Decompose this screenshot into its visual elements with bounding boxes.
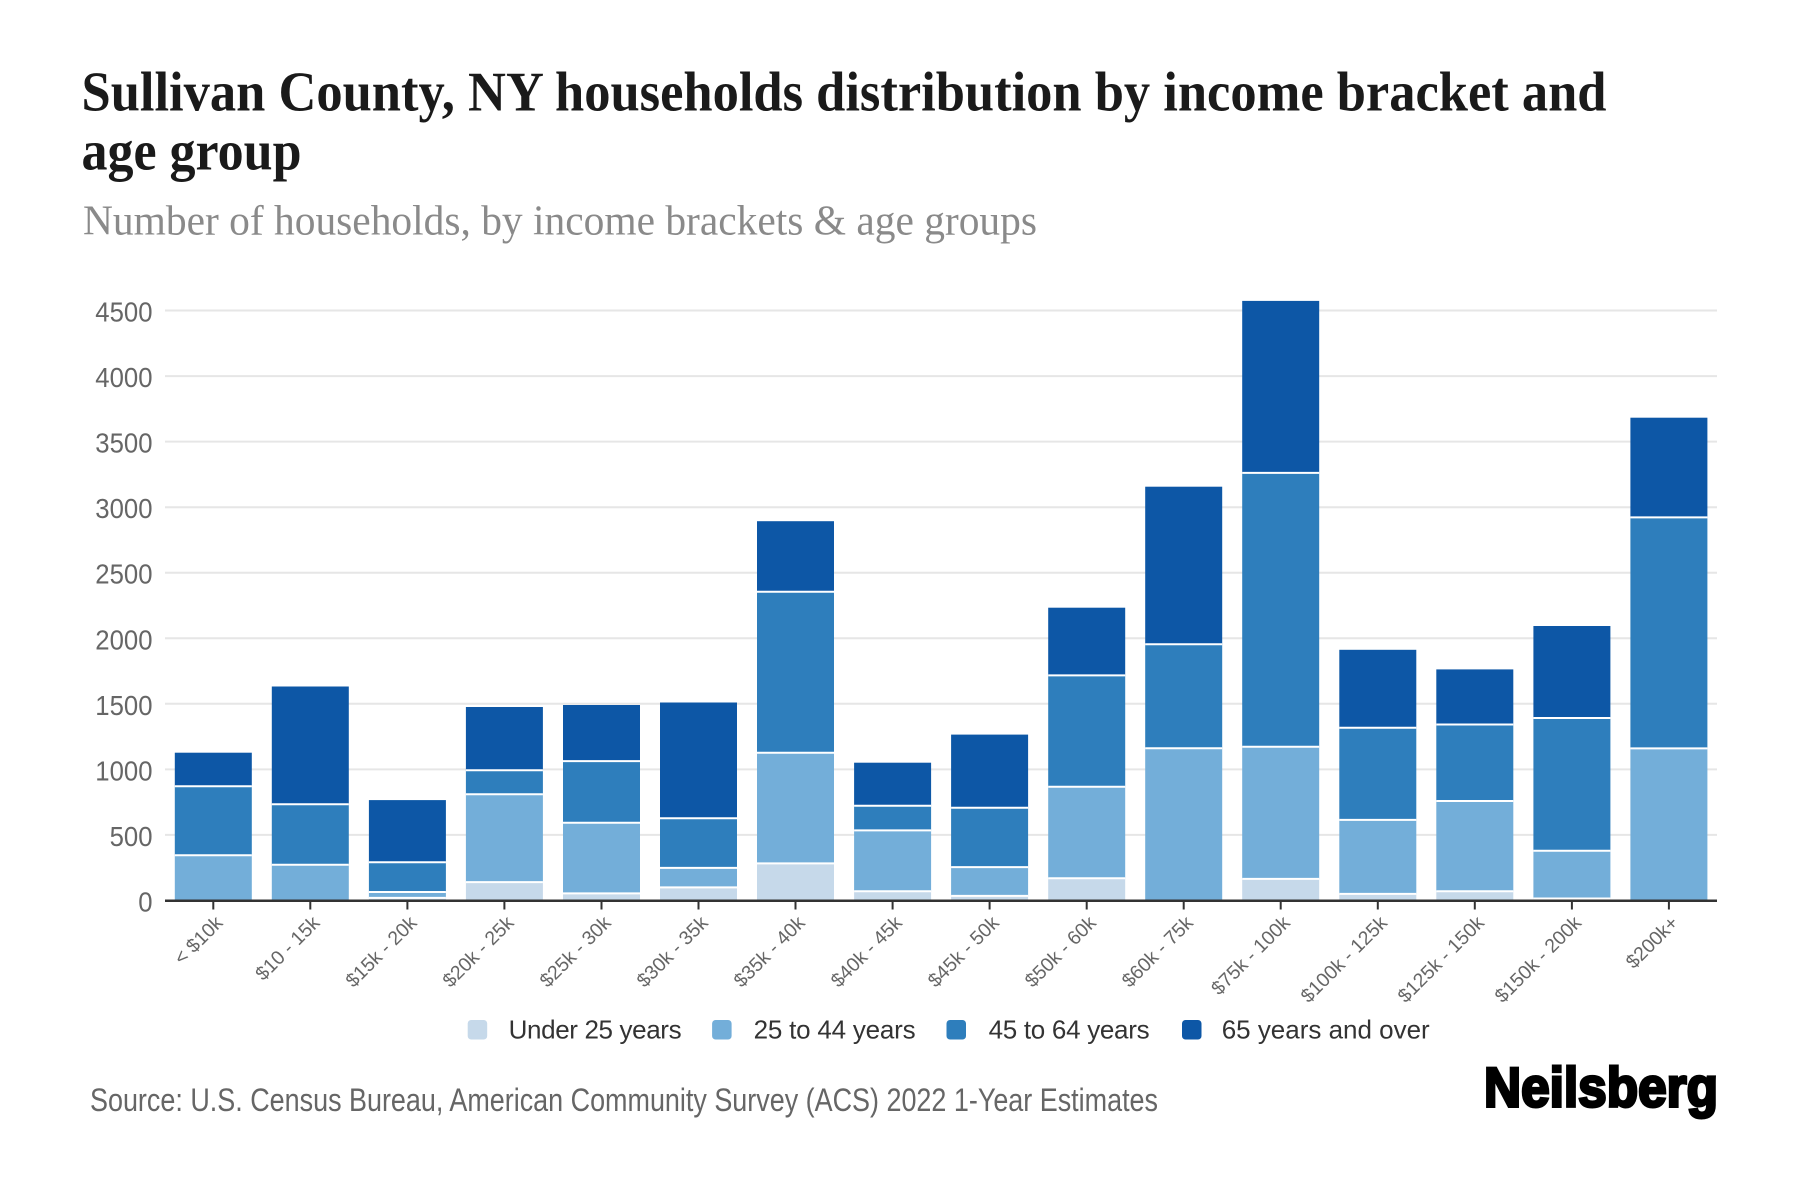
svg-text:4000: 4000 [95,362,152,393]
svg-text:25 to 44 years: 25 to 44 years [754,1015,916,1045]
svg-text:$25k - 30k: $25k - 30k [536,912,616,992]
svg-text:65 years and over: 65 years and over [1222,1015,1430,1045]
svg-text:2500: 2500 [95,559,152,590]
svg-text:age group: age group [82,121,302,183]
svg-text:4500: 4500 [95,297,152,328]
svg-text:Under 25 years: Under 25 years [509,1015,682,1045]
svg-text:$35k - 40k: $35k - 40k [730,912,810,992]
svg-text:$150k - 200k: $150k - 200k [1491,912,1586,1007]
svg-text:$200k+: $200k+ [1622,912,1683,973]
svg-text:$60k - 75k: $60k - 75k [1118,912,1198,992]
svg-text:$50k - 60k: $50k - 60k [1021,912,1101,992]
svg-text:1000: 1000 [95,755,152,786]
svg-text:2000: 2000 [95,624,152,655]
svg-text:Sullivan County, NY households: Sullivan County, NY households distribut… [82,62,1607,124]
svg-text:3500: 3500 [95,428,152,459]
svg-text:$100k - 125k: $100k - 125k [1297,912,1392,1007]
svg-text:$45k - 50k: $45k - 50k [924,912,1004,992]
svg-text:Neilsberg: Neilsberg [1484,1056,1718,1119]
svg-text:$20k - 25k: $20k - 25k [438,912,518,992]
svg-text:1500: 1500 [95,690,152,721]
svg-text:$15k - 20k: $15k - 20k [341,912,421,992]
svg-text:$10 - 15k: $10 - 15k [251,912,324,985]
svg-text:Number of households, by incom: Number of households, by income brackets… [83,199,1037,245]
svg-text:< $10k: < $10k [170,912,228,970]
svg-text:0: 0 [138,887,152,918]
svg-text:500: 500 [110,821,153,852]
svg-text:$125k - 150k: $125k - 150k [1394,912,1489,1007]
svg-text:45 to 64 years: 45 to 64 years [989,1015,1150,1045]
svg-text:$30k - 35k: $30k - 35k [633,912,713,992]
svg-text:Source: U.S. Census Bureau, Am: Source: U.S. Census Bureau, American Com… [90,1082,1158,1118]
svg-text:$40k - 45k: $40k - 45k [827,912,907,992]
svg-text:$75k - 100k: $75k - 100k [1207,912,1295,1000]
svg-text:3000: 3000 [95,493,152,524]
